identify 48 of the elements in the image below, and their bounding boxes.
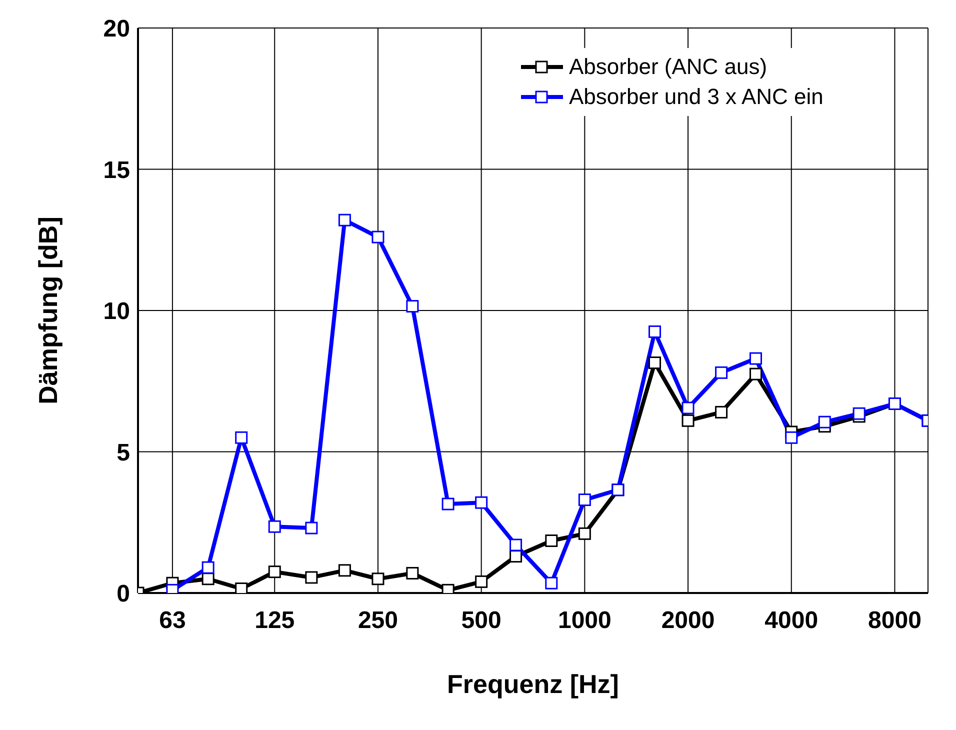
point xyxy=(578,494,591,506)
x-tick-label: 500 xyxy=(461,607,502,634)
y-axis-title: Dämpfung [dB] xyxy=(33,216,64,404)
y-tick-label: 10 xyxy=(103,298,130,326)
x-tick-label: 250 xyxy=(358,607,398,634)
point xyxy=(406,300,419,313)
point xyxy=(268,520,281,533)
y-tick-label: 20 xyxy=(103,16,130,43)
x-tick-label: 4000 xyxy=(764,607,818,634)
point xyxy=(305,571,318,584)
point xyxy=(785,431,798,444)
point xyxy=(715,406,728,418)
x-axis-title: Frequenz [Hz] xyxy=(447,669,619,699)
point xyxy=(510,538,522,552)
point xyxy=(338,564,351,577)
legend-label: Absorber (ANC aus) xyxy=(569,53,768,81)
point xyxy=(442,498,454,510)
point xyxy=(475,496,488,509)
point xyxy=(372,572,384,586)
point xyxy=(750,352,762,365)
point xyxy=(578,527,591,540)
y-tick-label: 15 xyxy=(103,156,130,184)
point xyxy=(715,366,728,379)
point xyxy=(338,214,351,226)
point xyxy=(852,407,866,420)
point xyxy=(510,550,522,563)
point xyxy=(235,582,248,593)
x-tick-label: 2000 xyxy=(661,607,715,634)
point xyxy=(268,566,281,578)
point xyxy=(235,431,248,444)
point xyxy=(372,230,384,244)
x-tick-label: 8000 xyxy=(868,607,922,634)
x-tick-label: 125 xyxy=(254,607,295,634)
point xyxy=(545,576,558,590)
point xyxy=(475,575,488,588)
point xyxy=(682,402,694,414)
y-tick-label: 0 xyxy=(116,580,130,608)
point xyxy=(202,561,214,574)
x-tick-label: 63 xyxy=(159,607,186,634)
point xyxy=(682,414,694,427)
y-tick-label: 5 xyxy=(116,439,130,466)
x-tick-label: 1000 xyxy=(558,607,612,634)
point xyxy=(305,522,318,534)
point xyxy=(818,416,831,428)
point xyxy=(545,534,558,547)
point xyxy=(406,566,419,580)
legend-label: Absorber und 3 x ANC ein xyxy=(569,83,824,111)
point xyxy=(750,368,762,380)
